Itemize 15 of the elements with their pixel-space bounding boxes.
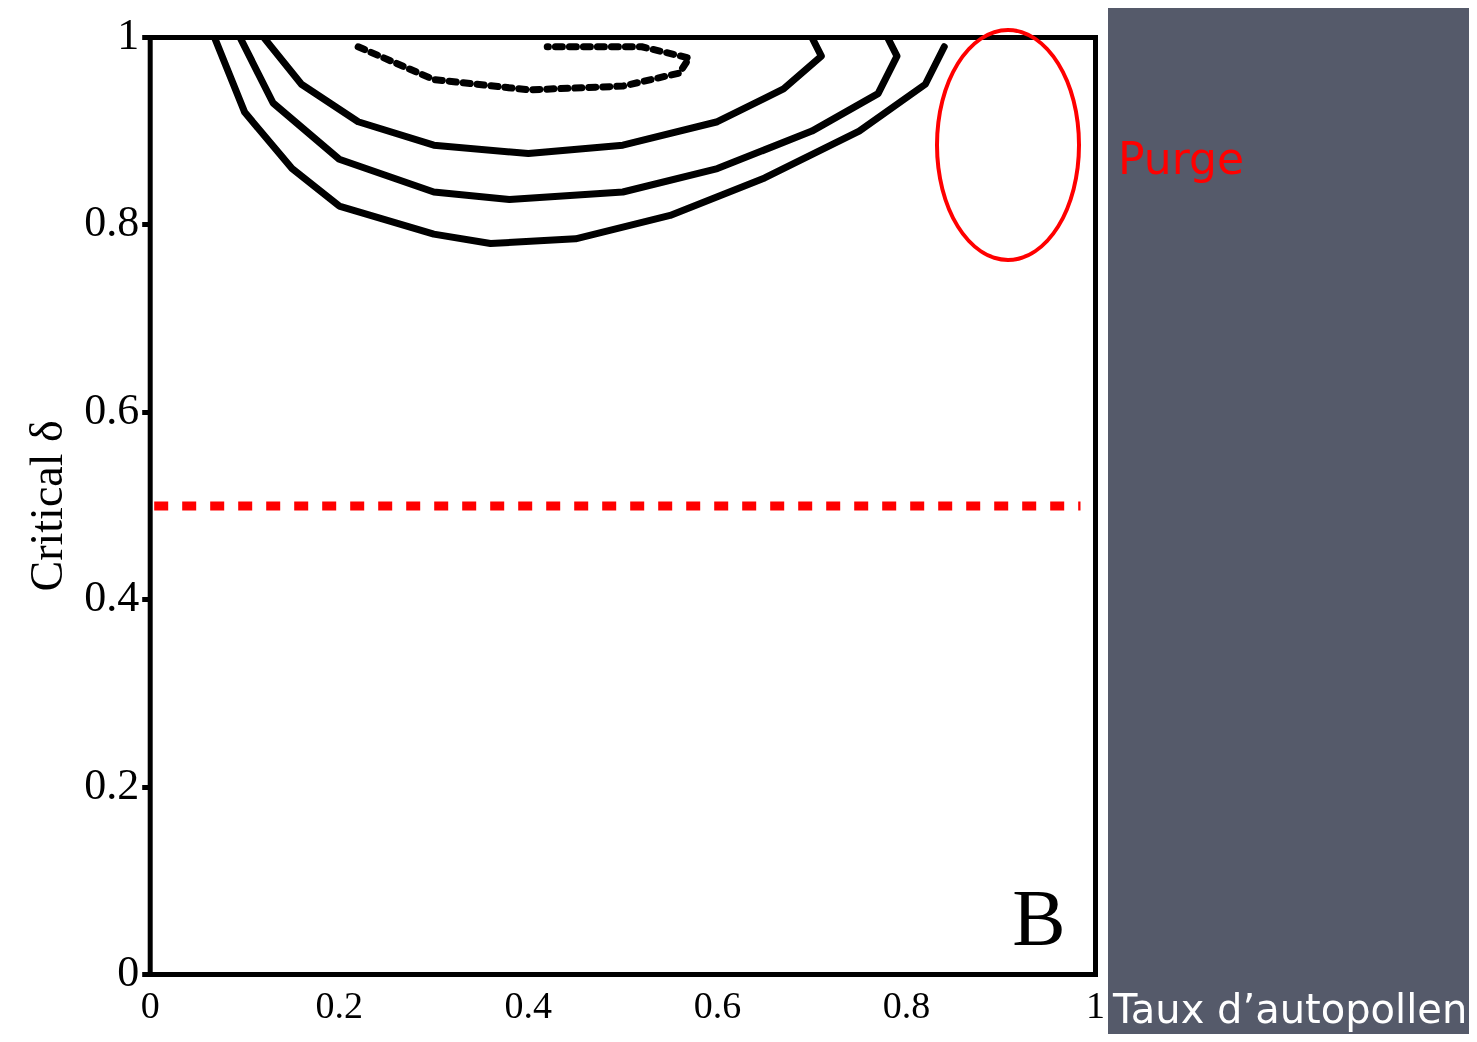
annotation: B	[1012, 874, 1066, 963]
text: Purge	[1118, 133, 1244, 184]
x-axis-title: Taux d’autopollen	[1113, 986, 1468, 1032]
x-tick-label: 0.8	[882, 984, 931, 1027]
y-tick-label: 0	[117, 946, 140, 996]
y-tick-label: 0.2	[84, 759, 140, 809]
x-tick-label: 0.4	[504, 984, 553, 1027]
y-tick-label: 0.8	[84, 197, 140, 247]
y-tick-label: 1	[117, 9, 140, 59]
x-tick-label: 0.2	[315, 984, 364, 1027]
y-axis-title: Critical δ	[20, 420, 72, 592]
y-tick-label: 0.4	[84, 572, 140, 622]
x-tick-label: 1	[1086, 984, 1105, 1027]
y-tick-label: 0.6	[84, 384, 140, 434]
x-tick-label: 0.6	[693, 984, 742, 1027]
